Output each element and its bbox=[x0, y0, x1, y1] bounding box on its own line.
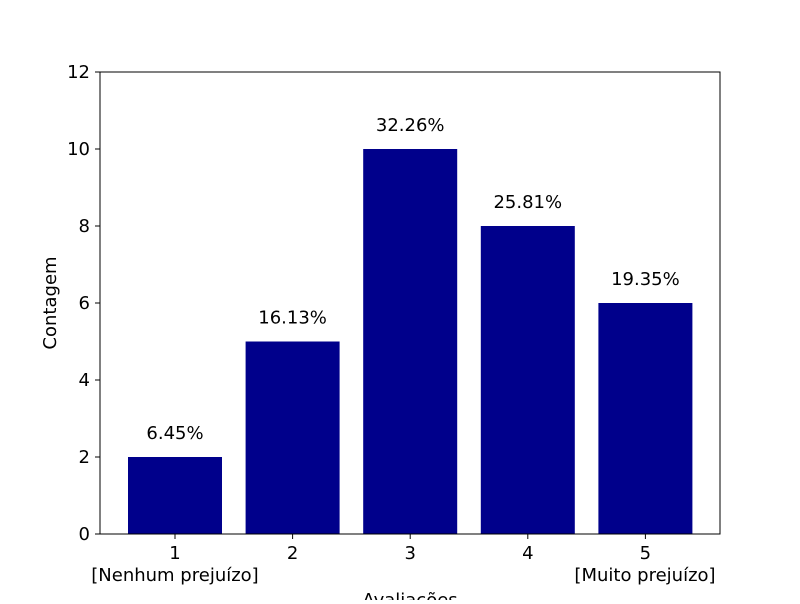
x-tick-label-1: 1 bbox=[169, 543, 180, 564]
y-axis: 0 2 4 6 8 10 12 bbox=[67, 62, 100, 545]
y-axis-title: Contagem bbox=[40, 256, 61, 349]
y-tick-label-8: 8 bbox=[79, 216, 90, 237]
x-axis: 1 2 3 4 5 bbox=[169, 534, 651, 564]
bar-4 bbox=[480, 226, 575, 534]
x-extreme-right-label: [Muito prejuízo] bbox=[574, 565, 715, 586]
bars-layer bbox=[128, 149, 693, 534]
y-tick-label-12: 12 bbox=[67, 62, 90, 83]
y-tick-label-10: 10 bbox=[67, 139, 90, 160]
y-tick-label-2: 2 bbox=[79, 447, 90, 468]
y-tick-label-4: 4 bbox=[79, 370, 90, 391]
x-tick-label-2: 2 bbox=[287, 543, 298, 564]
bar-1 bbox=[128, 457, 222, 534]
x-tick-label-4: 4 bbox=[522, 543, 533, 564]
data-label-5: 19.35% bbox=[611, 269, 680, 290]
x-tick-label-5: 5 bbox=[640, 543, 651, 564]
data-label-4: 25.81% bbox=[493, 192, 562, 213]
x-tick-label-3: 3 bbox=[404, 543, 415, 564]
bar-2 bbox=[245, 341, 340, 534]
x-extreme-left-label: [Nenhum prejuízo] bbox=[91, 565, 258, 586]
data-label-3: 32.26% bbox=[376, 115, 445, 136]
data-label-2: 16.13% bbox=[258, 308, 327, 329]
x-axis-title: Avaliações bbox=[362, 590, 457, 600]
bar-3 bbox=[363, 149, 458, 534]
y-tick-label-6: 6 bbox=[79, 293, 90, 314]
y-tick-label-0: 0 bbox=[79, 524, 90, 545]
bar-5 bbox=[598, 303, 693, 534]
data-label-1: 6.45% bbox=[146, 423, 203, 444]
data-labels-layer: 6.45% 16.13% 32.26% 25.81% 19.35% bbox=[146, 115, 679, 444]
